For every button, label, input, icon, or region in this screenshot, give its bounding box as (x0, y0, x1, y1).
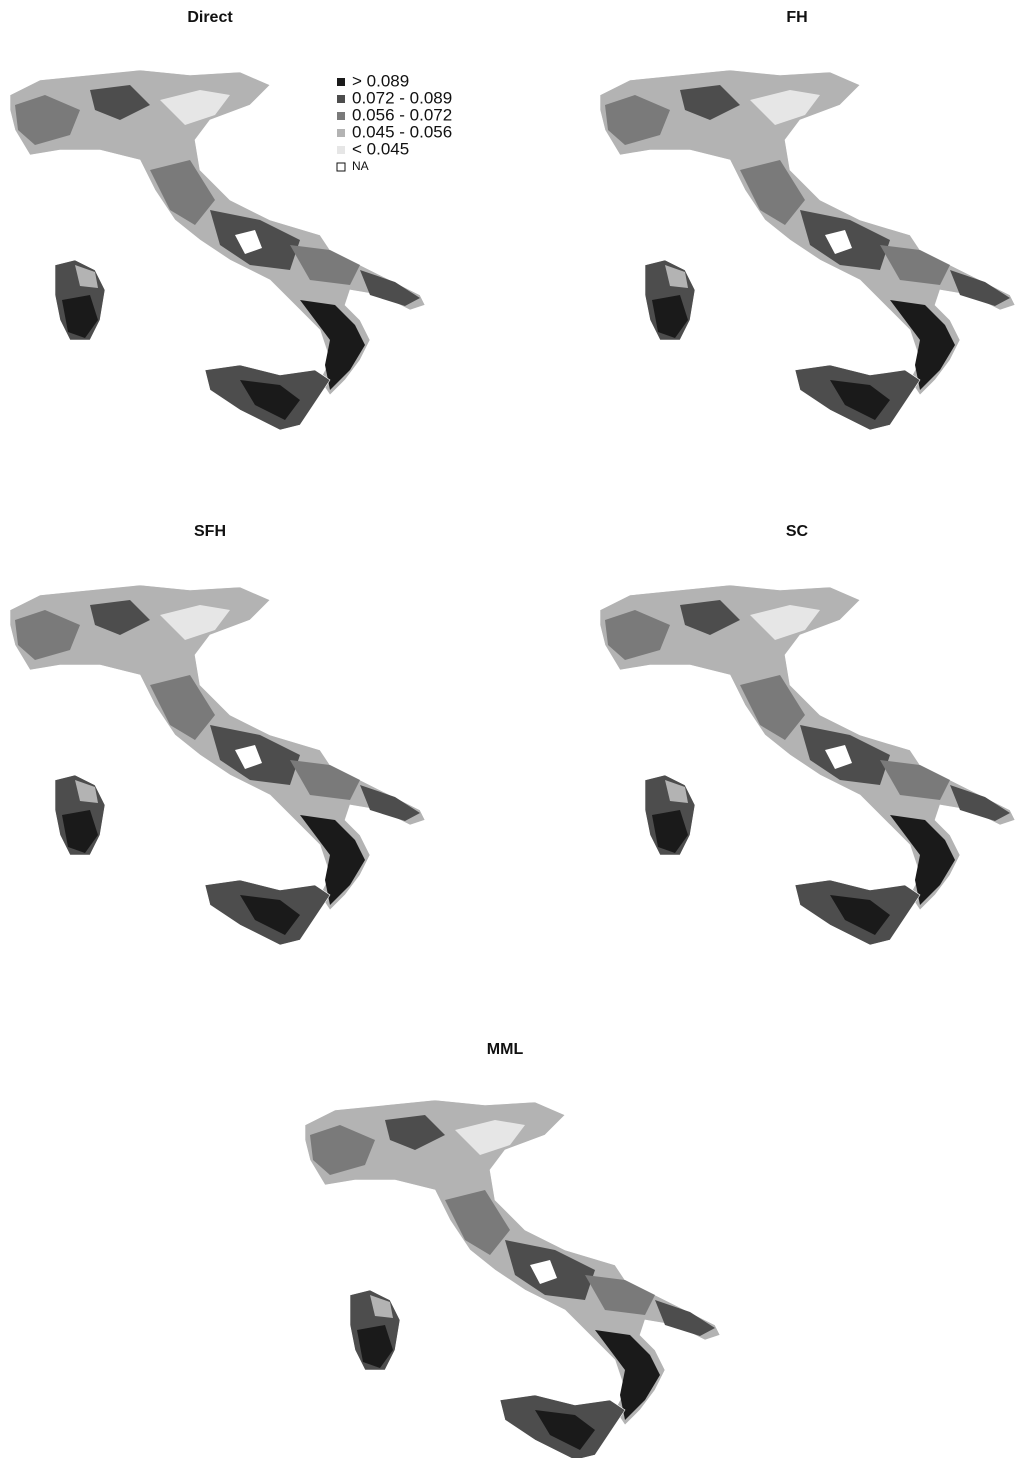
legend-label: NA (352, 159, 369, 173)
legend-label: < 0.045 (352, 139, 409, 158)
panel-title: MML (487, 1041, 524, 1058)
panel-title: Direct (187, 9, 233, 26)
panel-title: SFH (194, 523, 226, 540)
italy-map (600, 70, 1015, 430)
map-figure: Direct FH SFH SC MML > 0.0890.072 - 0.0890.05… (0, 0, 1017, 1458)
panel-title: SC (786, 523, 809, 540)
legend-swatch (337, 129, 345, 137)
italy-map (305, 1100, 720, 1458)
legend-swatch (337, 95, 345, 103)
italy-map (600, 585, 1015, 945)
legend-swatch (337, 163, 345, 171)
panel-title: FH (786, 9, 807, 26)
legend-swatch (337, 146, 345, 154)
legend-swatch (337, 78, 345, 86)
italy-map (10, 585, 425, 945)
legend-swatch (337, 112, 345, 120)
